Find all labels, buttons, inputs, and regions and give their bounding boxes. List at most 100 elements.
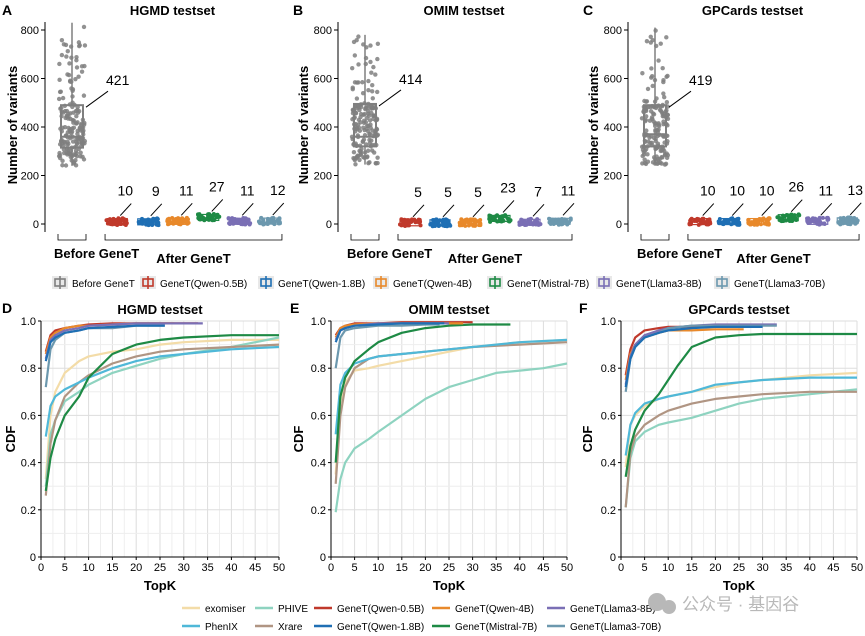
after-box (137, 218, 159, 226)
x-tick-label: 45 (827, 562, 839, 574)
before-point (370, 89, 375, 94)
y-axis-label: Number of variants (5, 66, 20, 184)
before-point (64, 54, 69, 59)
before-point (76, 43, 82, 49)
legend-label: GeneT(Qwen-1.8B) (278, 279, 365, 290)
before-point (656, 58, 661, 63)
median-pointer (378, 89, 402, 107)
before-point (645, 159, 651, 164)
median-pointer (442, 204, 455, 218)
legend-label: GeneT(Llama3-70B) (570, 622, 661, 633)
before-point (65, 130, 70, 135)
x-tick-label: 25 (443, 562, 455, 574)
median-pointer (85, 90, 109, 108)
before-point (360, 80, 365, 85)
chart-title: OMIM testset (409, 302, 491, 317)
y-axis-label: CDF (291, 426, 306, 453)
wechat-icon-part (662, 600, 676, 614)
legend-label: GeneT(Mistral-7B) (455, 622, 537, 633)
before-point (61, 42, 67, 47)
y-tick-label: 0 (326, 219, 332, 231)
legend-label: PHIVE (278, 604, 308, 615)
x-tick-label: 50 (851, 562, 863, 574)
before-point (71, 110, 76, 115)
median-pointer (668, 90, 692, 108)
before-point (79, 69, 85, 74)
legend-label: GeneT(Llama3-8B) (570, 604, 656, 615)
before-point (358, 111, 364, 117)
x-tick-label: 5 (62, 562, 68, 574)
before-point (660, 66, 665, 71)
before-point (73, 76, 78, 82)
series-line-exomiser (334, 338, 568, 475)
after-box (549, 217, 571, 225)
panel-letter: F (579, 300, 588, 316)
x-tick-label: 15 (106, 562, 118, 574)
median-pointer (761, 203, 774, 216)
x-tick-label: 0 (328, 562, 334, 574)
before-point (642, 148, 648, 153)
before-point (76, 74, 81, 79)
after-point (844, 218, 849, 223)
median-label: 7 (534, 183, 542, 199)
after-box (777, 214, 799, 222)
series-line-xrare (624, 390, 857, 508)
after-point (726, 219, 731, 224)
y-tick-label: 0 (30, 552, 36, 564)
after-box (459, 219, 481, 227)
before-point (56, 153, 62, 159)
before-point (655, 161, 660, 167)
before-point (71, 125, 77, 130)
x-tick-label: 15 (686, 562, 698, 574)
before-point (356, 34, 361, 39)
y-tick-label: 400 (604, 122, 622, 134)
x-axis-label: TopK (433, 578, 466, 593)
before-point (76, 108, 82, 114)
before-group-label: Before GeneT (347, 246, 432, 261)
after-box (198, 213, 220, 222)
y-tick-label: 0 (610, 552, 616, 564)
median-pointer (790, 199, 803, 213)
before-point (81, 93, 87, 98)
before-point (352, 53, 358, 58)
before-point (644, 39, 650, 44)
before-point (649, 66, 654, 71)
y-tick-label: 0.4 (311, 458, 326, 470)
y-tick-label: 800 (604, 25, 622, 37)
y-tick-label: 800 (21, 25, 39, 37)
x-tick-label: 45 (537, 562, 549, 574)
before-point (358, 152, 363, 158)
median-label: 414 (399, 71, 423, 87)
median-label: 419 (689, 72, 713, 88)
after-point (469, 221, 474, 226)
x-tick-label: 30 (756, 562, 768, 574)
before-point (375, 155, 380, 160)
watermark-text: 公众号 · 基因谷 (682, 595, 799, 614)
before-point (65, 48, 70, 54)
before-point (367, 131, 373, 137)
before-point (82, 43, 88, 48)
median-label: 11 (818, 182, 833, 198)
series-line-qwen18 (624, 325, 763, 388)
before-point (370, 96, 375, 101)
before-point (642, 157, 647, 162)
median-pointer (412, 204, 425, 218)
before-point (374, 89, 380, 95)
before-point (650, 160, 656, 165)
before-point (371, 113, 376, 119)
after-point (789, 216, 794, 221)
after-point (840, 216, 845, 221)
median-pointer (532, 203, 545, 217)
after-point (491, 217, 496, 222)
median-label: 11 (240, 182, 255, 198)
x-tick-label: 40 (804, 562, 816, 574)
median-label: 5 (474, 184, 482, 200)
before-point (658, 41, 663, 46)
y-tick-label: 800 (314, 25, 332, 37)
before-point (363, 120, 369, 125)
before-point (354, 37, 359, 43)
legend-label: GeneT(Qwen-1.8B) (337, 622, 424, 633)
before-point (661, 79, 666, 85)
chart-title: GPCards testset (702, 3, 804, 18)
before-point (67, 61, 72, 66)
